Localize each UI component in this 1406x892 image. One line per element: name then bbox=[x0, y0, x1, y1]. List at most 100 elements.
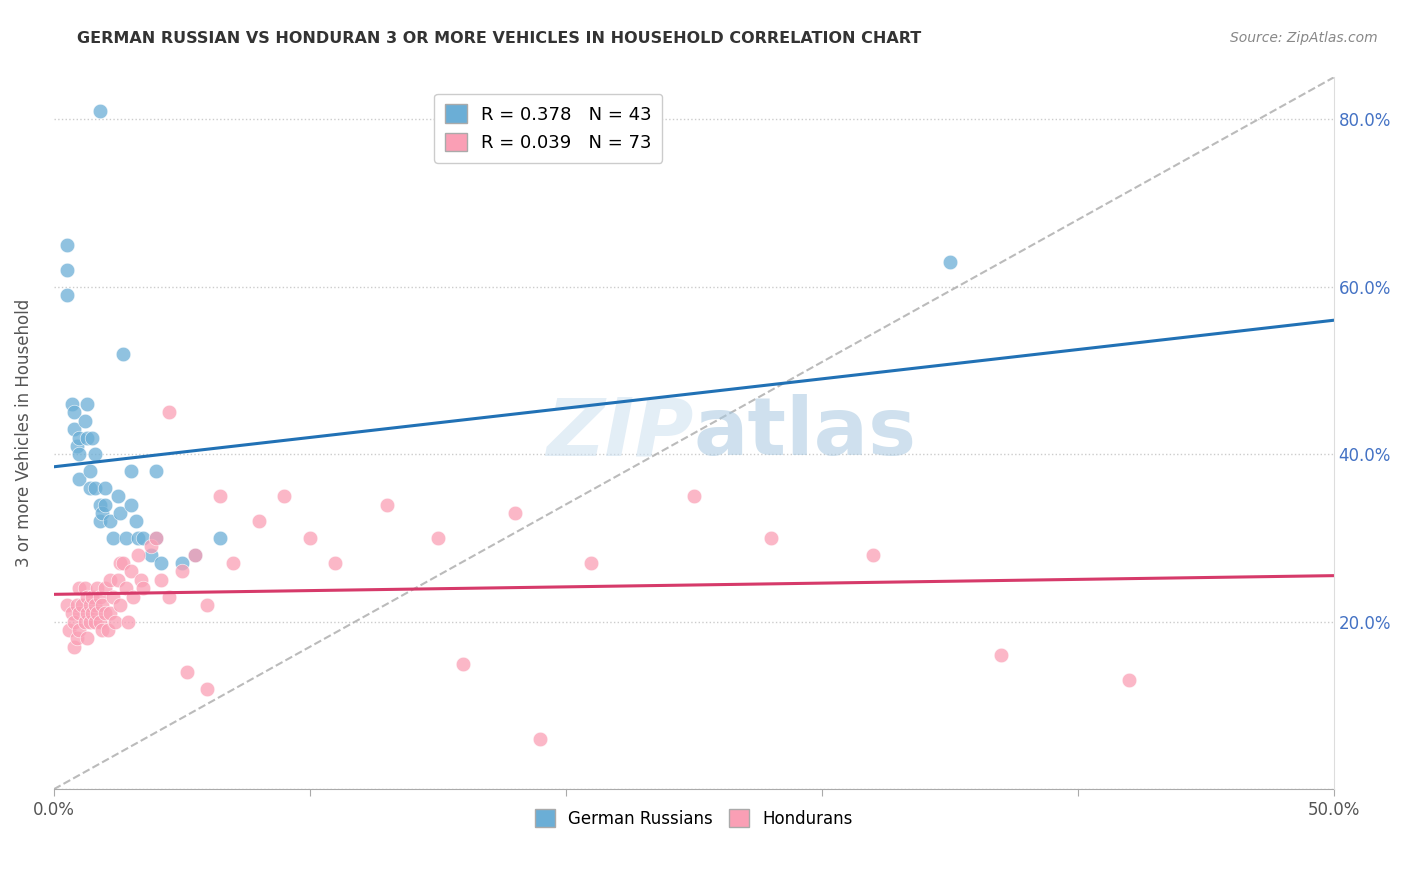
Point bbox=[63, 615, 86, 629]
Legend: German Russians, Hondurans: German Russians, Hondurans bbox=[527, 803, 859, 834]
Point bbox=[83, 447, 105, 461]
Point bbox=[79, 598, 101, 612]
Point bbox=[98, 514, 121, 528]
Point bbox=[110, 556, 132, 570]
Point bbox=[375, 498, 398, 512]
Point bbox=[67, 472, 90, 486]
Point bbox=[63, 405, 86, 419]
Point bbox=[120, 498, 142, 512]
Point bbox=[67, 430, 90, 444]
Point bbox=[150, 573, 173, 587]
Point bbox=[82, 590, 104, 604]
Point bbox=[183, 548, 205, 562]
Point bbox=[273, 489, 295, 503]
Point bbox=[98, 573, 121, 587]
Point bbox=[104, 615, 127, 629]
Point bbox=[73, 615, 96, 629]
Point bbox=[183, 548, 205, 562]
Point bbox=[170, 565, 193, 579]
Point bbox=[55, 598, 77, 612]
Point bbox=[60, 397, 83, 411]
Point bbox=[73, 414, 96, 428]
Point bbox=[170, 556, 193, 570]
Point bbox=[94, 581, 117, 595]
Point bbox=[86, 581, 108, 595]
Point bbox=[91, 598, 114, 612]
Point bbox=[139, 548, 162, 562]
Point bbox=[94, 481, 117, 495]
Point bbox=[129, 573, 152, 587]
Point bbox=[82, 430, 104, 444]
Point bbox=[157, 405, 180, 419]
Point bbox=[107, 489, 129, 503]
Point bbox=[150, 556, 173, 570]
Text: ZIP: ZIP bbox=[547, 394, 693, 473]
Point bbox=[67, 607, 90, 621]
Point bbox=[145, 464, 167, 478]
Text: atlas: atlas bbox=[693, 394, 917, 473]
Point bbox=[55, 238, 77, 252]
Point bbox=[67, 447, 90, 461]
Point bbox=[83, 481, 105, 495]
Point bbox=[101, 590, 124, 604]
Point bbox=[89, 103, 111, 118]
Point bbox=[209, 531, 232, 545]
Point bbox=[97, 623, 120, 637]
Point bbox=[76, 397, 98, 411]
Point bbox=[529, 731, 551, 746]
Point bbox=[89, 615, 111, 629]
Point bbox=[55, 263, 77, 277]
Point bbox=[120, 565, 142, 579]
Point bbox=[55, 288, 77, 302]
Point bbox=[98, 607, 121, 621]
Point bbox=[145, 531, 167, 545]
Point bbox=[247, 514, 270, 528]
Point bbox=[76, 607, 98, 621]
Point bbox=[120, 464, 142, 478]
Point bbox=[426, 531, 449, 545]
Point bbox=[94, 607, 117, 621]
Point bbox=[91, 506, 114, 520]
Point bbox=[990, 648, 1012, 663]
Point bbox=[79, 464, 101, 478]
Point bbox=[325, 556, 347, 570]
Point bbox=[70, 598, 93, 612]
Point bbox=[132, 531, 155, 545]
Point bbox=[83, 615, 105, 629]
Point bbox=[176, 665, 198, 679]
Point bbox=[73, 581, 96, 595]
Point bbox=[209, 489, 232, 503]
Point bbox=[110, 506, 132, 520]
Point bbox=[101, 531, 124, 545]
Point bbox=[139, 540, 162, 554]
Point bbox=[122, 590, 145, 604]
Point bbox=[86, 607, 108, 621]
Point bbox=[222, 556, 245, 570]
Point bbox=[111, 347, 134, 361]
Point bbox=[127, 531, 149, 545]
Point bbox=[938, 254, 960, 268]
Point bbox=[581, 556, 603, 570]
Point bbox=[66, 439, 89, 453]
Point bbox=[125, 514, 148, 528]
Point bbox=[60, 607, 83, 621]
Point bbox=[132, 581, 155, 595]
Point bbox=[66, 632, 89, 646]
Point bbox=[63, 640, 86, 654]
Point bbox=[107, 573, 129, 587]
Point bbox=[197, 598, 219, 612]
Point bbox=[94, 498, 117, 512]
Point bbox=[82, 607, 104, 621]
Point bbox=[298, 531, 321, 545]
Point bbox=[114, 531, 136, 545]
Point bbox=[503, 506, 526, 520]
Point bbox=[67, 581, 90, 595]
Point bbox=[89, 498, 111, 512]
Point bbox=[682, 489, 704, 503]
Point bbox=[1118, 673, 1140, 688]
Point bbox=[76, 632, 98, 646]
Point bbox=[76, 590, 98, 604]
Point bbox=[117, 615, 139, 629]
Point bbox=[89, 514, 111, 528]
Point bbox=[145, 531, 167, 545]
